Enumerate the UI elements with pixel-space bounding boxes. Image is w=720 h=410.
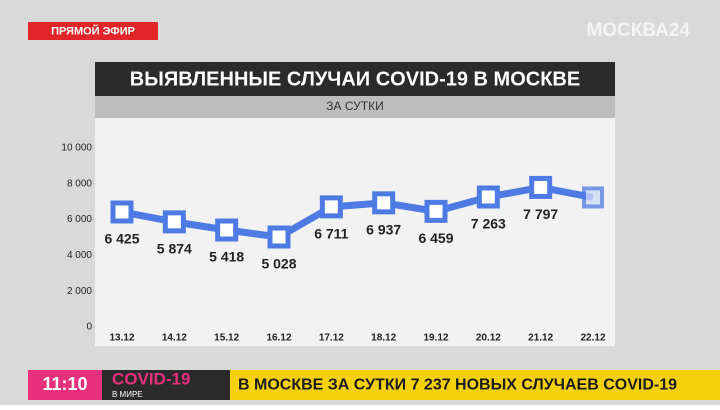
chart-title: ВЫЯВЛЕННЫЕ СЛУЧАИ COVID-19 В МОСКВЕ (130, 68, 580, 90)
data-label: 7 797 (523, 206, 558, 222)
headline-bar (230, 370, 720, 400)
point (215, 218, 239, 242)
logo: МОСКВА24 (586, 20, 690, 41)
point (319, 195, 343, 219)
y-tick-label: 10 000 (61, 143, 92, 154)
title-bar (95, 62, 615, 96)
x-tick-label: 20.12 (476, 333, 501, 344)
point (476, 185, 500, 209)
y-tick-label: 2 000 (67, 286, 92, 297)
y-tick-label: 0 (86, 322, 92, 333)
data-label: 6 459 (418, 230, 453, 246)
data-label: 7 263 (471, 216, 506, 232)
live-badge (28, 22, 158, 40)
point (110, 200, 134, 224)
point (372, 191, 396, 215)
y-tick-label: 4 000 (67, 250, 92, 261)
x-tick-label: 13.12 (109, 333, 134, 344)
point (162, 210, 186, 234)
x-tick-label: 21.12 (528, 333, 553, 344)
data-label: 5 874 (157, 241, 192, 257)
time-box (28, 370, 102, 400)
y-tick-label: 8 000 (67, 178, 92, 189)
chart-subtitle: ЗА СУТКИ (326, 99, 383, 113)
headline: В МОСКВЕ ЗА СУТКИ 7 237 НОВЫХ СЛУЧАЕВ CO… (238, 377, 677, 394)
x-tick-label: 19.12 (423, 333, 448, 344)
data-label: 5 028 (261, 256, 296, 272)
point (267, 225, 291, 249)
data-label: 6 425 (104, 231, 139, 247)
point (424, 199, 448, 223)
x-tick-label: 14.12 (162, 333, 187, 344)
x-tick-label: 16.12 (266, 333, 291, 344)
time: 11:10 (42, 374, 87, 394)
subtitle-bar (95, 96, 615, 118)
live-label: ПРЯМОЙ ЭФИР (51, 24, 135, 37)
x-tick-label: 15.12 (214, 333, 239, 344)
data-label: 6 937 (366, 222, 401, 238)
x-tick-label: 22.12 (580, 333, 605, 344)
y-tick-label: 6 000 (67, 214, 92, 225)
topic-box (102, 370, 230, 400)
x-tick-label: 18.12 (371, 333, 396, 344)
topic: COVID-19 (112, 369, 190, 388)
data-label: 6 711 (314, 226, 348, 242)
data-label: 5 418 (209, 249, 244, 265)
point (582, 186, 604, 209)
line (121, 183, 594, 241)
point (529, 175, 553, 199)
topic-sub: В МИРЕ (112, 390, 143, 399)
x-tick-label: 17.12 (319, 333, 344, 344)
